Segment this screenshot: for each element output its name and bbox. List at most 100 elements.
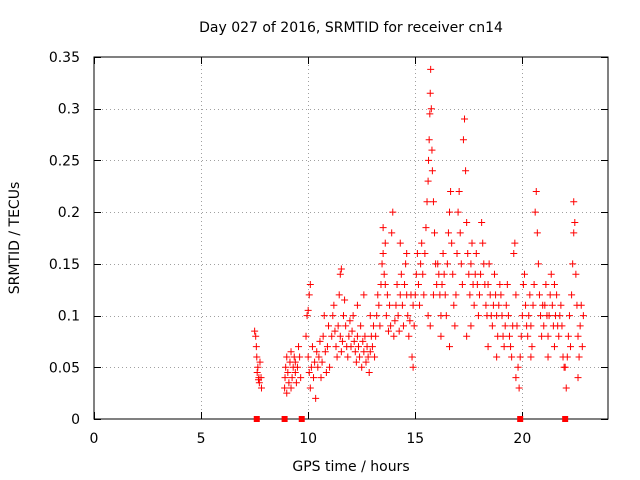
data-point bbox=[515, 384, 523, 392]
data-point bbox=[561, 363, 569, 371]
data-point bbox=[562, 384, 570, 392]
data-point bbox=[579, 312, 587, 320]
data-point bbox=[478, 218, 486, 226]
data-point bbox=[381, 239, 389, 247]
data-points bbox=[251, 65, 587, 402]
data-point bbox=[547, 270, 555, 278]
data-point bbox=[535, 291, 543, 299]
data-point bbox=[418, 239, 426, 247]
data-point bbox=[513, 322, 521, 330]
y-tick-label: 0.25 bbox=[49, 153, 80, 169]
data-point bbox=[557, 301, 565, 309]
data-point bbox=[568, 291, 576, 299]
data-point bbox=[488, 322, 496, 330]
data-point bbox=[364, 353, 372, 361]
data-point bbox=[391, 317, 399, 325]
data-point bbox=[252, 343, 260, 351]
data-point bbox=[358, 363, 366, 371]
data-point bbox=[346, 317, 354, 325]
data-point bbox=[504, 312, 512, 320]
data-point bbox=[285, 379, 293, 387]
data-point bbox=[291, 368, 299, 376]
data-point bbox=[499, 332, 507, 340]
data-point bbox=[403, 250, 411, 258]
data-point bbox=[441, 291, 449, 299]
data-point bbox=[426, 110, 434, 118]
data-point bbox=[449, 270, 457, 278]
data-point bbox=[517, 332, 525, 340]
data-point bbox=[567, 343, 575, 351]
data-point bbox=[574, 332, 582, 340]
data-point bbox=[313, 348, 321, 356]
data-point bbox=[393, 281, 401, 289]
data-point bbox=[427, 65, 435, 73]
data-point bbox=[335, 291, 343, 299]
data-point bbox=[306, 281, 314, 289]
y-tick-label: 0.1 bbox=[58, 309, 80, 325]
data-point bbox=[381, 281, 389, 289]
data-point bbox=[308, 343, 316, 351]
data-point bbox=[571, 218, 579, 226]
data-point bbox=[287, 348, 295, 356]
data-point bbox=[511, 239, 519, 247]
data-point bbox=[500, 343, 508, 351]
data-point bbox=[356, 353, 364, 361]
data-point bbox=[425, 156, 433, 164]
data-point bbox=[528, 343, 536, 351]
data-point bbox=[544, 353, 552, 361]
data-point bbox=[319, 332, 327, 340]
data-point bbox=[397, 270, 405, 278]
data-point bbox=[334, 322, 342, 330]
data-point bbox=[527, 322, 535, 330]
data-point bbox=[325, 322, 333, 330]
data-point bbox=[375, 301, 383, 309]
data-point bbox=[312, 394, 320, 402]
data-point bbox=[427, 105, 435, 113]
data-point bbox=[416, 301, 424, 309]
data-point bbox=[545, 312, 553, 320]
y-tick-label: 0.35 bbox=[49, 50, 80, 66]
data-point bbox=[442, 312, 450, 320]
data-point bbox=[390, 332, 398, 340]
data-point bbox=[527, 353, 535, 361]
data-point bbox=[537, 312, 545, 320]
data-point bbox=[253, 353, 261, 361]
data-point bbox=[463, 218, 471, 226]
data-point bbox=[463, 332, 471, 340]
data-point bbox=[380, 270, 388, 278]
data-point bbox=[376, 322, 384, 330]
data-point bbox=[434, 260, 442, 268]
data-point bbox=[578, 343, 586, 351]
data-point bbox=[401, 281, 409, 289]
data-point bbox=[321, 348, 329, 356]
data-point bbox=[565, 312, 573, 320]
zero-markers bbox=[253, 416, 569, 422]
data-point bbox=[340, 312, 348, 320]
zero-data-point bbox=[281, 416, 288, 422]
data-point bbox=[341, 296, 349, 304]
data-point bbox=[518, 312, 526, 320]
data-point bbox=[516, 353, 524, 361]
data-point bbox=[311, 358, 319, 366]
data-point bbox=[498, 312, 506, 320]
x-axis-title: GPS time / hours bbox=[292, 459, 409, 475]
data-point bbox=[394, 312, 402, 320]
data-point bbox=[296, 353, 304, 361]
data-point bbox=[556, 312, 564, 320]
data-point bbox=[371, 353, 379, 361]
data-point bbox=[382, 312, 390, 320]
data-point bbox=[304, 353, 312, 361]
x-tick-label: 10 bbox=[299, 431, 317, 447]
x-tick-labels: 0 5 10 15 20 bbox=[90, 431, 532, 447]
data-point bbox=[326, 363, 334, 371]
data-point bbox=[256, 358, 264, 366]
data-point bbox=[424, 177, 432, 185]
data-point bbox=[395, 327, 403, 335]
data-point bbox=[361, 332, 369, 340]
data-point bbox=[546, 291, 554, 299]
data-point bbox=[330, 301, 338, 309]
data-point bbox=[366, 348, 374, 356]
y-tick-label: 0.15 bbox=[49, 257, 80, 273]
data-point bbox=[333, 353, 341, 361]
